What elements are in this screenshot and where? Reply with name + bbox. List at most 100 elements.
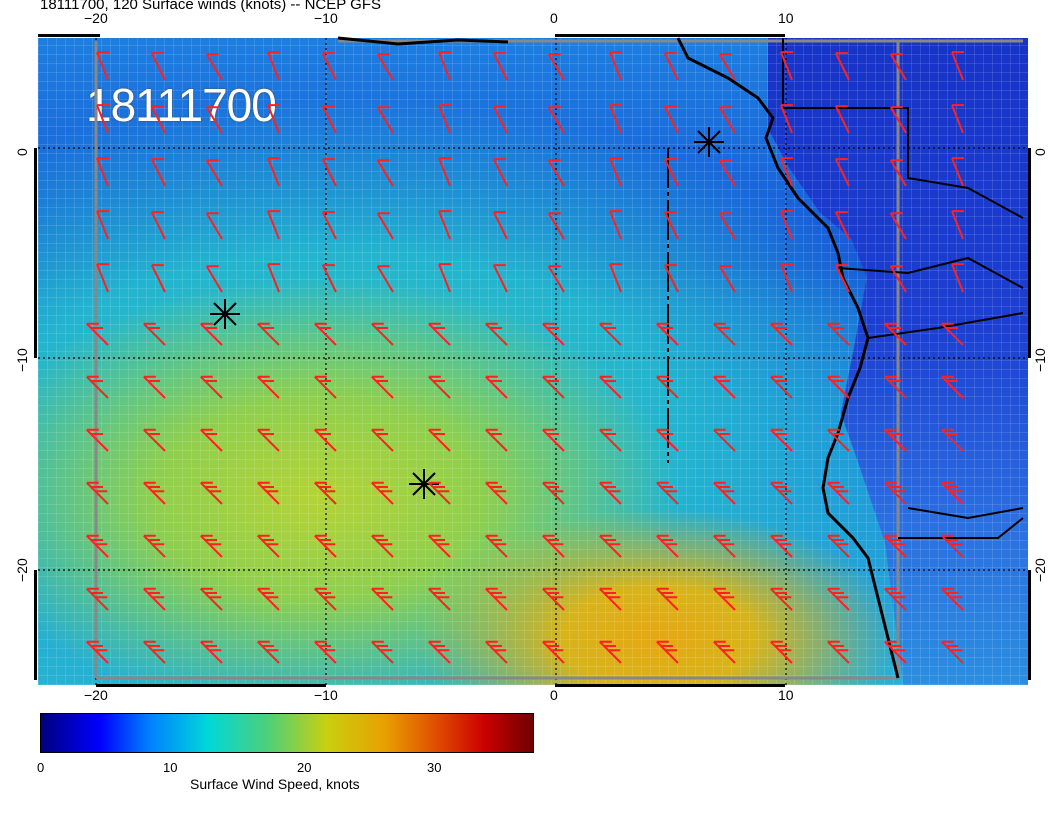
wind-barb — [257, 322, 280, 346]
wind-barb — [143, 428, 166, 452]
wind-barb — [609, 210, 622, 240]
wind-barb — [321, 105, 337, 134]
wind-barb — [542, 587, 565, 611]
wind-barb — [143, 534, 166, 558]
lon-tick-label: 0 — [550, 687, 558, 703]
wind-barb — [780, 210, 793, 240]
wind-barb — [371, 428, 394, 452]
wind-barb — [428, 428, 451, 452]
wind-barb — [143, 375, 166, 399]
wind-barb — [889, 265, 907, 293]
wind-barb — [143, 587, 166, 611]
wind-barb — [200, 534, 223, 558]
wind-barb — [770, 428, 793, 452]
wind-barb — [884, 587, 907, 611]
wind-barb — [257, 481, 280, 505]
wind-barb — [485, 322, 508, 346]
wind-barb — [542, 322, 565, 346]
wind-barb — [656, 428, 679, 452]
wind-barb — [376, 53, 394, 81]
wind-barb — [713, 375, 736, 399]
colorbar-label: Surface Wind Speed, knots — [190, 776, 360, 792]
wind-barb — [428, 375, 451, 399]
wind-barb — [599, 481, 622, 505]
wind-barb — [200, 481, 223, 505]
wind-barb — [86, 534, 109, 558]
wind-barb — [780, 104, 793, 134]
wind-barb — [770, 640, 793, 664]
wind-barb — [599, 322, 622, 346]
wind-barbs — [86, 51, 964, 664]
region-box — [94, 39, 1023, 680]
wind-barb — [257, 587, 280, 611]
colorbar-tick: 20 — [297, 760, 312, 775]
wind-barb — [889, 212, 907, 240]
lat-tick-label: −20 — [1032, 558, 1048, 582]
wind-barb — [542, 375, 565, 399]
wind-barb — [941, 534, 964, 558]
wind-barb — [542, 534, 565, 558]
wind-barb — [492, 105, 508, 134]
wind-barb — [542, 640, 565, 664]
wind-barb — [656, 322, 679, 346]
wind-barb — [150, 105, 166, 134]
wind-barb — [713, 640, 736, 664]
wind-barb — [941, 587, 964, 611]
wind-barb — [376, 212, 394, 240]
lon-tick-label: 0 — [550, 10, 558, 26]
coastline — [676, 37, 900, 679]
wind-barb — [834, 52, 850, 81]
wind-barb — [834, 211, 850, 240]
lat-tick-label: −10 — [14, 348, 30, 372]
wind-barb — [889, 159, 907, 187]
wind-barb — [96, 210, 109, 240]
wind-barb — [951, 157, 964, 187]
wind-barb — [713, 481, 736, 505]
wind-barb — [834, 264, 850, 293]
wind-barb — [257, 375, 280, 399]
wind-barb — [780, 157, 793, 187]
wind-barb — [718, 159, 736, 187]
wind-barb — [428, 587, 451, 611]
wind-barb — [609, 104, 622, 134]
wind-barb — [428, 640, 451, 664]
colorbar-tick: 0 — [37, 760, 45, 775]
wind-barb — [143, 640, 166, 664]
wind-barb — [376, 265, 394, 293]
wind-barb — [257, 534, 280, 558]
wind-barb — [780, 51, 793, 81]
wind-barb — [200, 428, 223, 452]
wind-barb — [257, 428, 280, 452]
wind-barb — [96, 263, 109, 293]
wind-barb — [770, 481, 793, 505]
wind-barb — [884, 375, 907, 399]
wind-barb — [609, 51, 622, 81]
wind-barb — [609, 263, 622, 293]
wind-barb — [827, 481, 850, 505]
wind-barb — [371, 375, 394, 399]
wind-barb — [428, 322, 451, 346]
lon-tick-label: −10 — [314, 10, 338, 26]
lat-tick-label: 0 — [14, 148, 30, 156]
wind-barb — [257, 640, 280, 664]
wind-barb — [599, 375, 622, 399]
wind-barb — [267, 210, 280, 240]
wind-barb — [884, 322, 907, 346]
wind-barb — [713, 534, 736, 558]
storm-marker — [409, 469, 439, 499]
wind-barb — [371, 587, 394, 611]
wind-barb — [485, 534, 508, 558]
wind-barb — [267, 51, 280, 81]
wind-barb — [599, 534, 622, 558]
wind-barb — [267, 104, 280, 134]
lon-tick-label: 10 — [778, 687, 794, 703]
map-overlay — [38, 36, 1028, 685]
wind-barb — [656, 587, 679, 611]
wind-barb — [827, 534, 850, 558]
wind-barb — [205, 106, 223, 134]
wind-barb — [86, 375, 109, 399]
frame-edge — [1028, 148, 1031, 358]
wind-barb — [314, 534, 337, 558]
wind-barb — [205, 212, 223, 240]
wind-barb — [599, 428, 622, 452]
